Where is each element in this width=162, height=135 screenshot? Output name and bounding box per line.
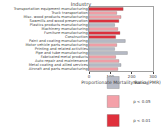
svg-text:Proportionate Mortality Ratio: Proportionate Mortality Ratio (PMR)	[81, 80, 161, 85]
svg-text:Metal coating and allied servi: Metal coating and allied services	[29, 63, 88, 67]
svg-text:Aircraft and parts manufacturi: Aircraft and parts manufacturing	[29, 67, 88, 71]
svg-text:Sawmills and wood preservation: Sawmills and wood preservation	[30, 19, 88, 23]
svg-text:Auto repair and maintenance: Auto repair and maintenance	[35, 59, 88, 63]
svg-text:Transportation equipment manuf: Transportation equipment manufacturing	[13, 7, 88, 11]
svg-text:Fabricated metal products: Fabricated metal products	[41, 55, 88, 59]
svg-text:Furniture manufacturing: Furniture manufacturing	[44, 31, 88, 35]
svg-text:Printing and related activitie: Printing and related activities	[35, 47, 88, 51]
svg-text:Motor vehicle parts manufactur: Motor vehicle parts manufacturing	[25, 43, 87, 47]
svg-text:Non-sig: Non-sig	[133, 80, 149, 85]
svg-text:p < 0.01: p < 0.01	[133, 118, 151, 123]
svg-text:Paint and coating manufacturin: Paint and coating manufacturing	[29, 39, 88, 43]
svg-text:200: 200	[128, 74, 136, 79]
svg-text:300: 300	[149, 74, 157, 79]
svg-text:p < 0.05: p < 0.05	[133, 99, 151, 104]
svg-text:0: 0	[88, 74, 91, 79]
svg-text:Plastics products manufacturin: Plastics products manufacturing	[30, 23, 88, 27]
svg-text:Machinery manufacturing: Machinery manufacturing	[42, 27, 88, 31]
svg-text:Industry: Industry	[71, 1, 92, 8]
svg-text:Misc. wood products manufactur: Misc. wood products manufacturing	[24, 15, 88, 19]
svg-text:Construction: Construction	[65, 35, 88, 39]
svg-text:Truck transportation: Truck transportation	[50, 11, 87, 15]
svg-text:Pipe and tube manufacturing: Pipe and tube manufacturing	[35, 51, 87, 55]
